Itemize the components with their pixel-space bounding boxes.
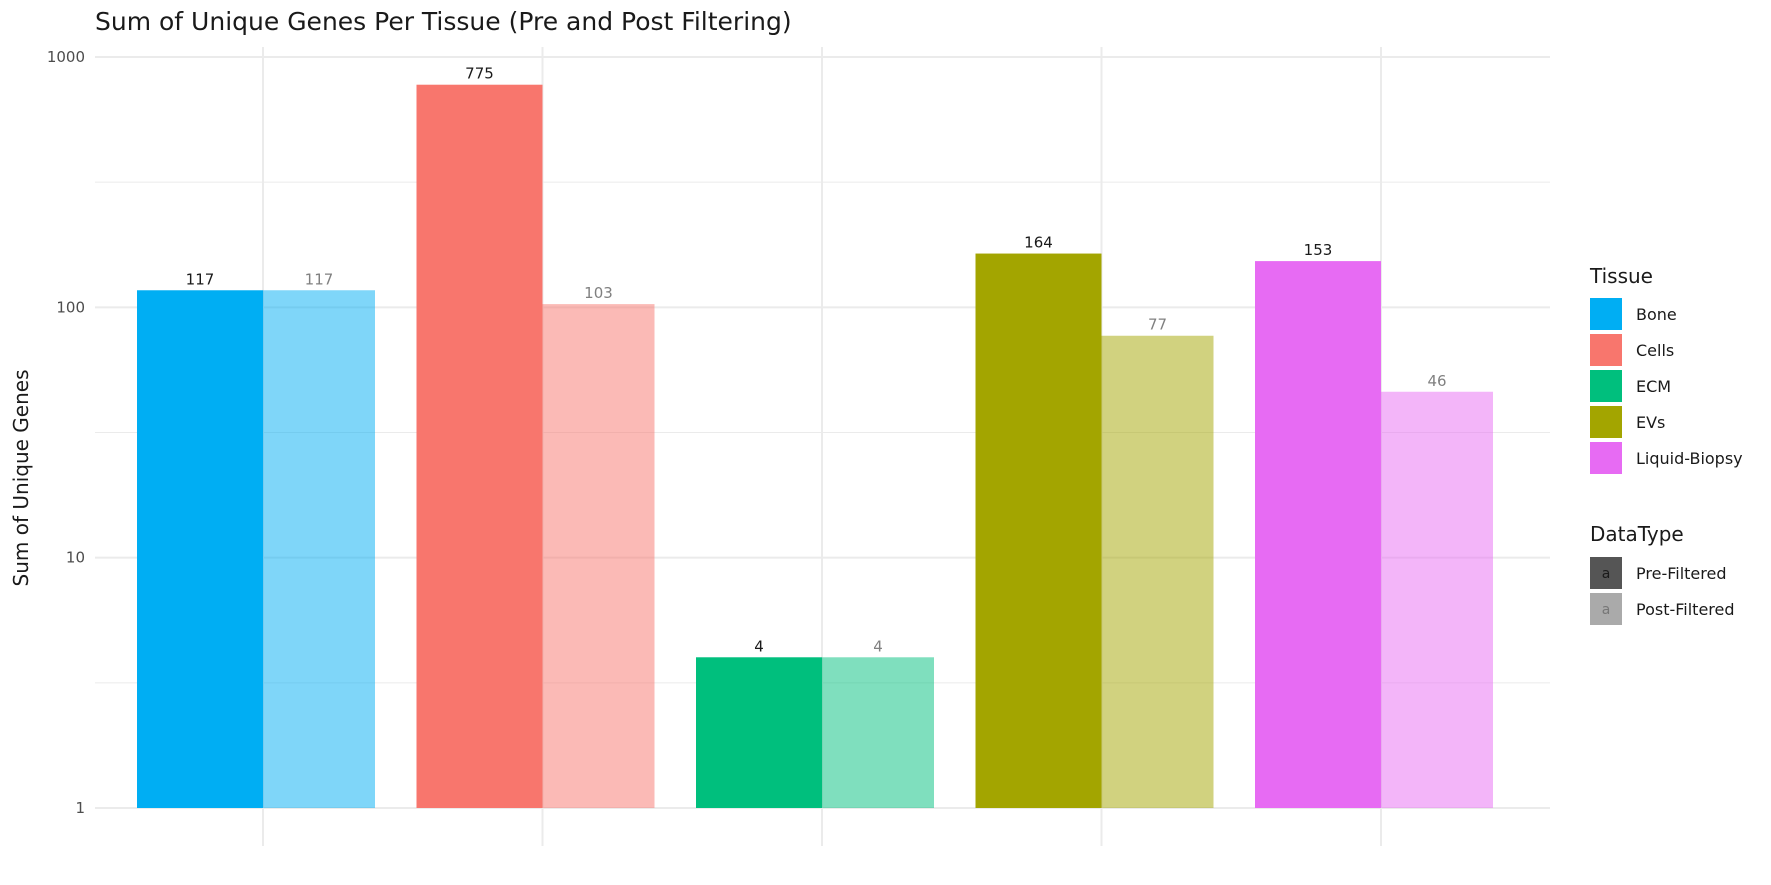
bar-post-filtered-evs bbox=[1101, 335, 1214, 808]
legend-key-glyph-post-filtered: a bbox=[1602, 602, 1611, 618]
bar-label-post-filtered-bone: 117 bbox=[305, 270, 334, 288]
y-axis-label: Sum of Unique Genes bbox=[9, 370, 33, 587]
legend-key-ecm bbox=[1590, 370, 1622, 402]
bar-label-pre-filtered-bone: 117 bbox=[186, 270, 215, 288]
legend-key-cells bbox=[1590, 334, 1622, 366]
bar-pre-filtered-bone bbox=[137, 290, 263, 808]
bar-post-filtered-liquid-biopsy bbox=[1381, 391, 1493, 808]
bar-label-pre-filtered-liquid-biopsy: 153 bbox=[1304, 241, 1333, 259]
legend-title-tissue: Tissue bbox=[1589, 264, 1653, 288]
bar-pre-filtered-cells bbox=[416, 84, 543, 808]
y-tick-label: 10 bbox=[66, 549, 85, 567]
bar-label-pre-filtered-evs: 164 bbox=[1024, 234, 1053, 252]
bar-post-filtered-cells bbox=[542, 304, 655, 808]
bar-label-post-filtered-liquid-biopsy: 46 bbox=[1427, 372, 1446, 390]
plot-bar-labels: 117 117 775 103 4 4 164 77 153 46 bbox=[186, 65, 1447, 656]
legend-label-evs: EVs bbox=[1636, 413, 1665, 432]
legend-key-post-filtered bbox=[1590, 593, 1622, 625]
bar-label-pre-filtered-ecm: 4 bbox=[754, 637, 764, 655]
legend-key-bone bbox=[1590, 298, 1622, 330]
legend-key-glyph-pre-filtered: a bbox=[1602, 566, 1611, 582]
legend-label-pre-filtered: Pre-Filtered bbox=[1636, 564, 1726, 583]
bar-label-post-filtered-cells: 103 bbox=[584, 284, 613, 302]
legend-label-bone: Bone bbox=[1636, 305, 1677, 324]
y-tick-label: 1 bbox=[75, 799, 85, 817]
bar-post-filtered-bone bbox=[263, 290, 375, 808]
y-axis: 1 10 100 1000 bbox=[47, 48, 85, 817]
chart-title: Sum of Unique Genes Per Tissue (Pre and … bbox=[95, 7, 792, 36]
y-tick-label: 100 bbox=[56, 298, 85, 316]
bar-pre-filtered-ecm bbox=[696, 657, 822, 808]
legend-key-pre-filtered bbox=[1590, 557, 1622, 589]
bar-label-pre-filtered-cells: 775 bbox=[465, 65, 494, 83]
legend-label-cells: Cells bbox=[1636, 341, 1674, 360]
legend-label-post-filtered: Post-Filtered bbox=[1636, 600, 1735, 619]
plot-bars bbox=[137, 84, 1493, 809]
bar-post-filtered-ecm bbox=[822, 657, 934, 808]
bar-label-post-filtered-evs: 77 bbox=[1148, 316, 1167, 334]
legend-key-liquid-biopsy bbox=[1590, 442, 1622, 474]
legends: Tissue Bone Cells ECM EVs Liquid-Biopsy DataTy… bbox=[1589, 264, 1743, 625]
bar-pre-filtered-evs bbox=[975, 253, 1102, 808]
legend-title-datatype: DataType bbox=[1590, 522, 1684, 546]
legend-key-evs bbox=[1590, 406, 1622, 438]
bar-label-post-filtered-ecm: 4 bbox=[873, 637, 883, 655]
legend-label-ecm: ECM bbox=[1636, 377, 1671, 396]
bar-pre-filtered-liquid-biopsy bbox=[1255, 261, 1381, 809]
legend-label-liquid-biopsy: Liquid-Biopsy bbox=[1636, 449, 1743, 468]
y-tick-label: 1000 bbox=[47, 48, 85, 66]
